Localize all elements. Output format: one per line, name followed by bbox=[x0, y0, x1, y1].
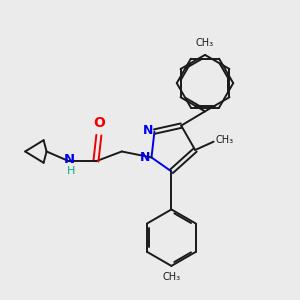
Text: H: H bbox=[67, 166, 75, 176]
Text: O: O bbox=[93, 116, 105, 130]
Text: N: N bbox=[143, 124, 153, 136]
Text: N: N bbox=[140, 151, 150, 164]
Text: CH₃: CH₃ bbox=[196, 38, 214, 48]
Text: N: N bbox=[64, 153, 75, 166]
Text: CH₃: CH₃ bbox=[216, 135, 234, 145]
Text: CH₃: CH₃ bbox=[162, 272, 181, 283]
